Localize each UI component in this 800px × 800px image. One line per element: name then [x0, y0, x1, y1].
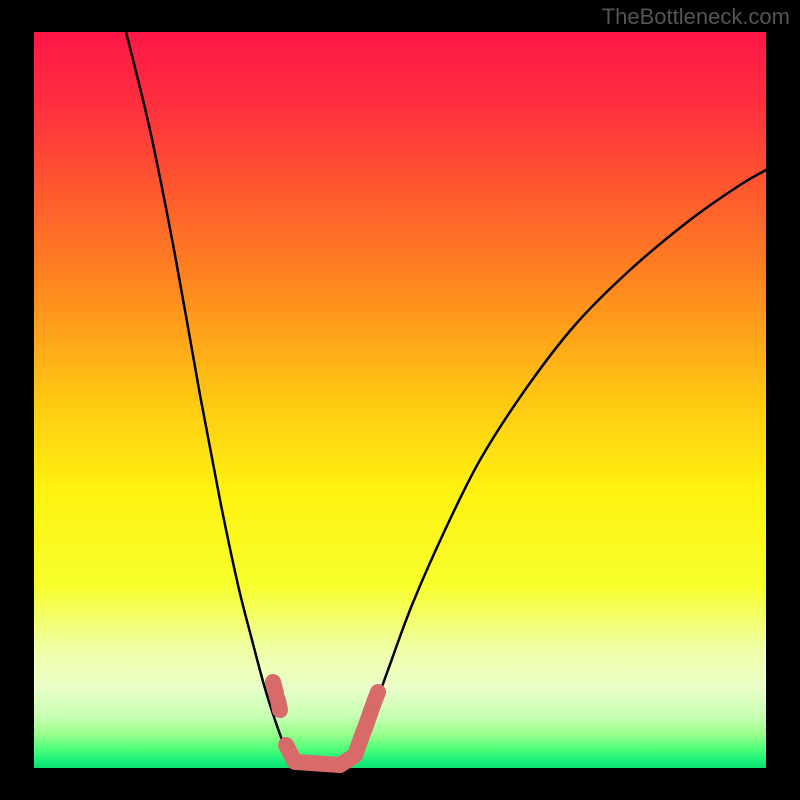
- watermark-text: TheBottleneck.com: [602, 4, 790, 30]
- chart-container: TheBottleneck.com: [0, 0, 800, 800]
- bottleneck-curve-chart: [0, 0, 800, 800]
- marker-segment: [373, 692, 378, 705]
- marker-segment: [278, 700, 280, 710]
- plot-background: [34, 32, 766, 768]
- marker-segment: [273, 682, 276, 693]
